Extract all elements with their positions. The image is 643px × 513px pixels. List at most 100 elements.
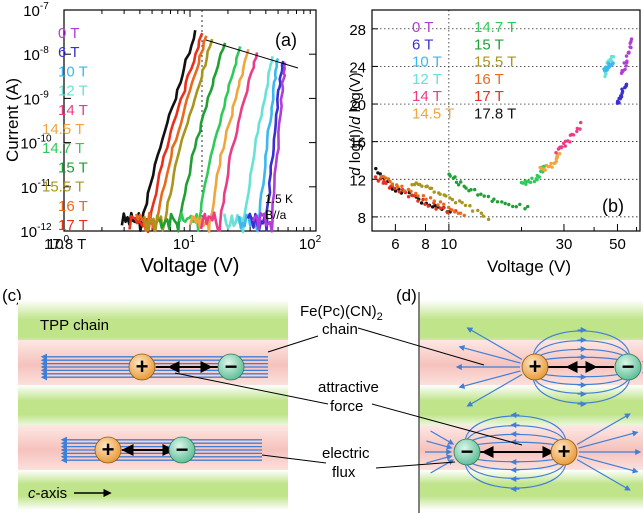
slope-point — [563, 144, 567, 148]
panel-label-a: (a) — [275, 30, 297, 50]
slope-point — [432, 199, 436, 203]
slope-legend-entry: 6 T — [412, 36, 433, 53]
slope-point — [619, 94, 624, 99]
slope-point — [549, 161, 553, 166]
slope-point — [476, 208, 480, 213]
slope-point — [532, 179, 537, 184]
iv-curve-14-7-t — [178, 46, 242, 232]
slope-point — [568, 140, 572, 144]
chain-callout: Fe(Pc)(CN)2 — [300, 303, 383, 323]
slope-point — [374, 166, 378, 171]
radial-field-line — [466, 327, 523, 361]
slope-point — [629, 37, 634, 41]
iv-y-tick-label: 10-9 — [23, 89, 49, 108]
slope-point — [524, 182, 528, 186]
force-leader-line — [371, 403, 523, 446]
slope-point — [387, 186, 392, 190]
chain-leader-line — [357, 327, 485, 366]
slope-point — [373, 175, 378, 179]
slope-point — [410, 183, 414, 187]
panel-label-d: (d) — [396, 286, 417, 305]
slope-point — [442, 202, 446, 206]
slope-x-label: Voltage (V) — [487, 257, 571, 276]
slope-x-tick-label: 10 — [441, 236, 458, 253]
slope-point — [406, 187, 411, 192]
slope-point — [464, 186, 468, 190]
slope-point — [438, 200, 443, 204]
slope-point — [620, 89, 625, 94]
tpp-chain-band — [18, 470, 288, 510]
slope-point — [459, 180, 463, 184]
slope-point — [419, 201, 424, 205]
slope-point — [554, 159, 558, 164]
slope-point — [543, 168, 547, 172]
slope-point — [423, 202, 427, 206]
iv-y-label: Current (A) — [3, 78, 22, 162]
slope-point — [500, 200, 504, 204]
iv-curve-10-t — [237, 57, 280, 233]
slope-point — [575, 129, 579, 134]
slope-point — [454, 180, 459, 184]
positive-charge — [128, 353, 156, 381]
minus-sign: − — [225, 354, 238, 379]
iv-curve-14-t — [199, 52, 259, 233]
tpp-chain-label: TPP chain — [40, 317, 109, 334]
slope-x-tick-label: 30 — [556, 236, 573, 253]
slope-point — [486, 217, 491, 222]
diagram-c: (c) TPP chain + − + − c-axis — [2, 286, 288, 510]
chain-callout-line2: chain — [322, 321, 358, 338]
slope-point — [416, 194, 420, 198]
slope-point — [514, 205, 518, 209]
slope-point — [388, 179, 392, 184]
slope-point — [495, 200, 500, 204]
slope-point — [434, 207, 438, 211]
slope-point — [396, 185, 400, 189]
slope-point — [463, 203, 468, 208]
callouts: Fe(Pc)(CN)2 chain attractive force elect… — [174, 303, 523, 481]
slope-y-tick-label: 24 — [349, 59, 366, 76]
iv-x-tick-label: 101 — [173, 234, 196, 253]
radial-field-line — [426, 440, 453, 450]
slope-point — [617, 101, 621, 105]
slope-point — [523, 207, 527, 211]
iv-legend-entry: 16 T — [58, 198, 88, 215]
flux-leader-line — [261, 454, 327, 464]
iv-legend-entry: 12 T — [58, 83, 88, 100]
iv-x-tick-label: 102 — [299, 234, 322, 253]
slope-point — [414, 191, 418, 196]
negative-charge — [453, 438, 481, 466]
iv-chart: 100 101 102 10-12 10-11 10-10 10-9 10-8 10-7 0 T… — [3, 1, 322, 277]
slope-point — [416, 199, 420, 203]
diagram-d: (d) + − − + — [396, 286, 643, 513]
slope-point — [482, 194, 486, 198]
slope-point — [378, 177, 383, 181]
fepc-chain-band — [420, 425, 643, 475]
iv-legend-entry: 14 T — [58, 102, 88, 119]
radial-field-line — [458, 370, 521, 389]
slope-legend-entry: 10 T — [412, 54, 442, 71]
iv-curve-14-5-t — [189, 48, 250, 233]
tpp-chain-band — [420, 385, 643, 430]
iv-curve-15-t — [158, 42, 227, 233]
slope-plot-frame — [371, 9, 641, 232]
slope-point — [462, 213, 466, 218]
iv-curve-12-t — [223, 56, 274, 234]
slope-point-group — [373, 37, 634, 222]
slope-point — [486, 194, 491, 199]
temperature-annotation: 1.5 K — [265, 192, 293, 206]
slope-legend-entry: 15.5 T — [474, 54, 516, 71]
positive-charge — [521, 353, 549, 381]
slope-point — [608, 57, 612, 62]
slope-point — [507, 202, 511, 207]
slope-point — [624, 64, 628, 68]
slope-point — [492, 197, 496, 201]
slope-point — [575, 126, 579, 131]
charge-pair-lower: + − — [94, 436, 196, 464]
slope-point — [518, 202, 522, 207]
minus-sign: − — [176, 437, 189, 462]
slope-point — [456, 183, 461, 187]
iv-y-tick-label: 10-7 — [23, 1, 49, 20]
plus-sign: + — [558, 439, 571, 464]
slope-point — [436, 203, 440, 207]
slope-legend-entry: 15 T — [474, 36, 504, 53]
